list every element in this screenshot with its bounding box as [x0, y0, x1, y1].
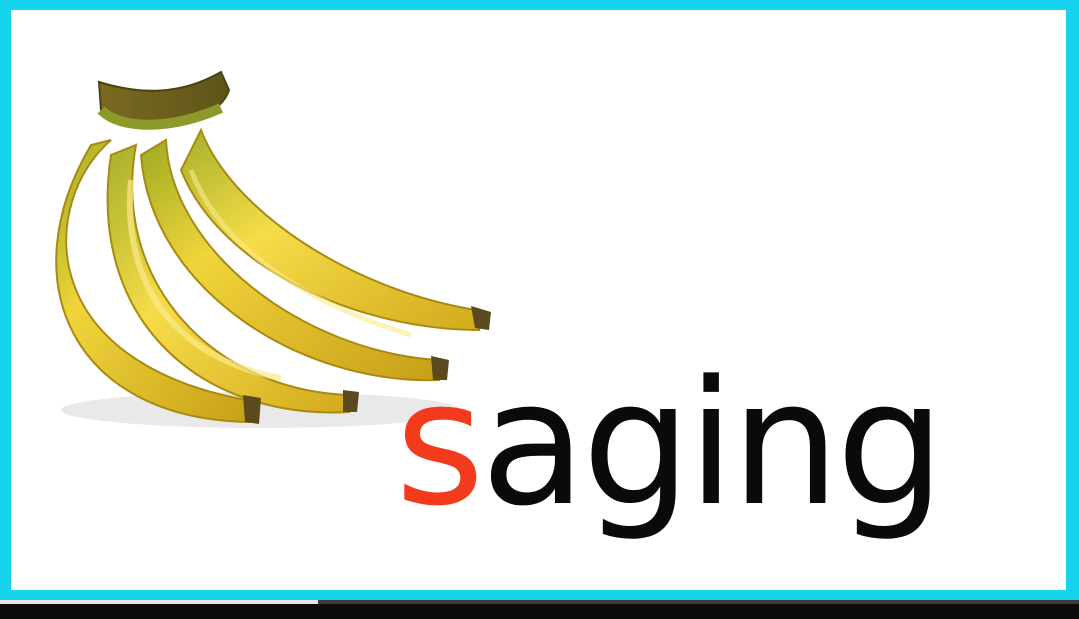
- word-first-letter: s: [395, 343, 485, 544]
- banana-3-tip: [431, 356, 449, 380]
- banana-4: [179, 127, 481, 332]
- slide-card: saging: [11, 10, 1066, 590]
- banana-3: [139, 138, 441, 382]
- banana-1-tip: [243, 395, 261, 424]
- banana-4-tip: [471, 306, 491, 330]
- video-player-bar[interactable]: [0, 600, 1079, 619]
- banana-bunch-icon: [55, 70, 491, 428]
- banana-2-tip: [343, 390, 359, 412]
- progress-track[interactable]: [0, 600, 1079, 604]
- vocabulary-word: saging: [395, 343, 946, 544]
- progress-fill: [0, 600, 319, 604]
- slide-frame: saging: [0, 0, 1079, 600]
- banana-2: [106, 143, 350, 414]
- word-rest: aging: [480, 343, 946, 544]
